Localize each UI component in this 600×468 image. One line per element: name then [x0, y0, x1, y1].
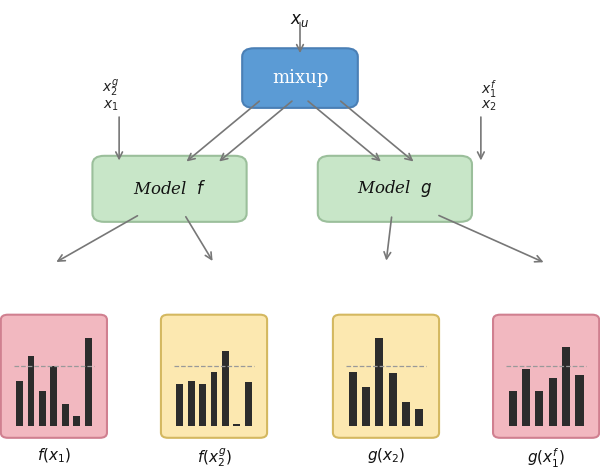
Bar [233, 424, 241, 426]
Text: $x_u$: $x_u$ [290, 12, 310, 29]
FancyBboxPatch shape [493, 314, 599, 438]
Bar [50, 366, 58, 426]
FancyBboxPatch shape [92, 156, 247, 222]
Bar [375, 338, 383, 426]
Bar [16, 380, 23, 426]
Bar [222, 351, 229, 426]
Bar [362, 387, 370, 426]
Text: $g(x_2)$: $g(x_2)$ [367, 446, 405, 465]
Bar [509, 391, 517, 426]
Bar [562, 347, 570, 426]
FancyBboxPatch shape [161, 314, 267, 438]
Bar [549, 378, 557, 426]
Bar [73, 416, 80, 426]
Bar [522, 369, 530, 426]
Bar [575, 375, 584, 426]
Bar [28, 356, 34, 426]
Bar [39, 391, 46, 426]
Text: $x_2$: $x_2$ [481, 99, 497, 113]
Bar [188, 380, 194, 426]
Bar [389, 373, 397, 426]
Bar [176, 384, 183, 426]
Text: Model  $g$: Model $g$ [357, 178, 433, 199]
FancyBboxPatch shape [333, 314, 439, 438]
Text: $x_2^g$: $x_2^g$ [102, 78, 119, 99]
Text: $g(x_1^f)$: $g(x_1^f)$ [527, 446, 565, 468]
Bar [85, 338, 92, 426]
Bar [245, 382, 252, 426]
Text: $f(x_1)$: $f(x_1)$ [37, 446, 71, 465]
FancyBboxPatch shape [242, 48, 358, 108]
Bar [349, 372, 356, 426]
Bar [199, 384, 206, 426]
Text: $x_1^f$: $x_1^f$ [481, 78, 497, 100]
Bar [415, 409, 424, 426]
FancyBboxPatch shape [1, 314, 107, 438]
Bar [535, 391, 544, 426]
Text: $x_1$: $x_1$ [103, 99, 119, 113]
Text: mixup: mixup [272, 69, 328, 87]
Text: $f(x_2^g)$: $f(x_2^g)$ [197, 446, 232, 468]
Bar [211, 372, 217, 426]
Bar [62, 404, 69, 426]
Text: Model  $f$: Model $f$ [133, 180, 206, 198]
Bar [402, 402, 410, 426]
FancyBboxPatch shape [318, 156, 472, 222]
